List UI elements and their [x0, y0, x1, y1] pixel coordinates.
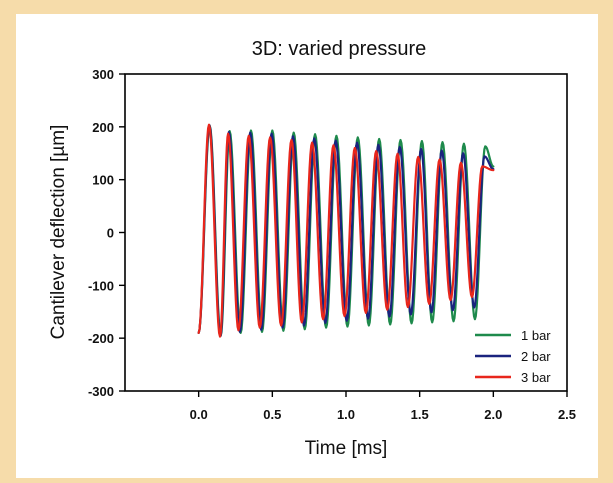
- y-tick-label: -100: [88, 278, 114, 293]
- y-tick-label: 0: [107, 226, 114, 241]
- series-line-3: [197, 123, 495, 338]
- x-axis-label: Time [ms]: [305, 438, 388, 459]
- x-tick-label: 0.5: [263, 407, 281, 422]
- y-tick-label: 200: [92, 120, 114, 135]
- legend-label: 3 bar: [521, 370, 551, 385]
- chart-title: 3D: varied pressure: [252, 38, 427, 60]
- legend-label: 2 bar: [521, 349, 551, 364]
- x-tick-label: 1.5: [411, 407, 429, 422]
- x-tick-label: 2.0: [484, 407, 502, 422]
- x-tick-label: 2.5: [558, 407, 576, 422]
- x-tick-label: 1.0: [337, 407, 355, 422]
- ticks-layer: 0.0 0.5 1.0 1.5 2.0 2.5 -300 -200 -100 0 100 200 300: [88, 67, 576, 422]
- legend-label: 1 bar: [521, 328, 551, 343]
- plot-frame: [124, 73, 568, 392]
- y-tick-label: -200: [88, 331, 114, 346]
- series-layer: [197, 123, 495, 338]
- line-chart: 3D: varied pressure 0.0 0.5 1.0 1.5 2.0 2.5 -3…: [48, 38, 576, 459]
- y-tick-label: -300: [88, 384, 114, 399]
- y-axis-label: Cantilever deflection [µm]: [48, 125, 69, 340]
- y-tick-label: 300: [92, 67, 114, 82]
- legend: 1 bar 2 bar 3 bar: [475, 328, 551, 385]
- chart-panel: 3D: varied pressure 0.0 0.5 1.0 1.5 2.0 2.5 -3…: [16, 14, 598, 478]
- x-tick-label: 0.0: [190, 407, 208, 422]
- y-tick-label: 100: [92, 173, 114, 188]
- series-line-2: [197, 124, 495, 338]
